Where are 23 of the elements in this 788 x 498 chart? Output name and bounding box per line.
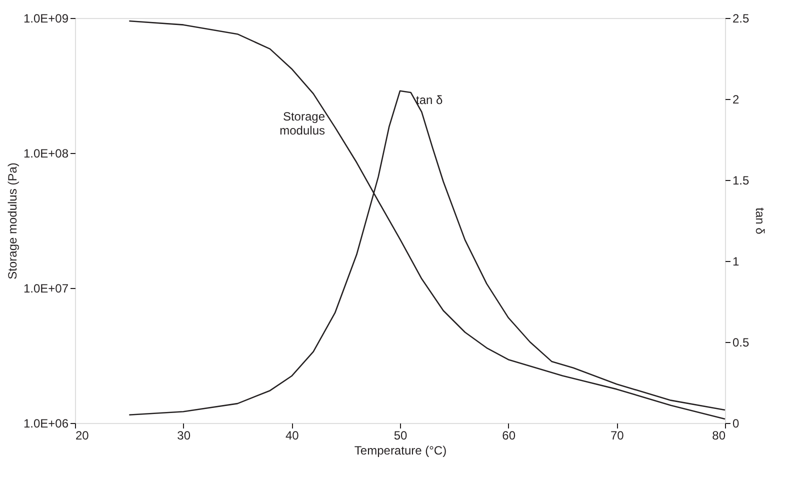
y2-axis-title: tan δ (753, 208, 768, 235)
y2-tick-label: 2 (732, 92, 740, 106)
y-axis-title: Storage modulus (Pa) (5, 162, 20, 280)
series-label: tan δ (416, 92, 444, 107)
y2-tick-label: 1 (732, 254, 740, 268)
y-tick-label: 1.0E+07 (23, 282, 69, 296)
x-tick-label: 40 (285, 428, 300, 442)
y-tick-label: 1.0E+08 (23, 146, 69, 160)
line-series (128, 20, 726, 420)
x-tick-label: 50 (394, 428, 408, 442)
y2-tick-label: 2.5 (732, 12, 750, 26)
series-label: Storage modulus (280, 109, 326, 138)
x-tick-label: 70 (610, 428, 624, 442)
y2-tick-label: 1.5 (732, 174, 750, 188)
x-tick-label: 60 (502, 428, 516, 442)
x-tick-label: 20 (76, 428, 90, 442)
x-axis-title: Temperature (°C) (354, 444, 447, 458)
y-tick-label: 1.0E+06 (23, 416, 69, 430)
y-tick-label: 1.0E+09 (23, 12, 69, 26)
y2-tick-label: 0 (732, 416, 740, 430)
x-tick-label: 80 (712, 428, 726, 442)
x-tick-label: 30 (177, 428, 191, 442)
y2-tick-label: 0.5 (732, 336, 750, 350)
